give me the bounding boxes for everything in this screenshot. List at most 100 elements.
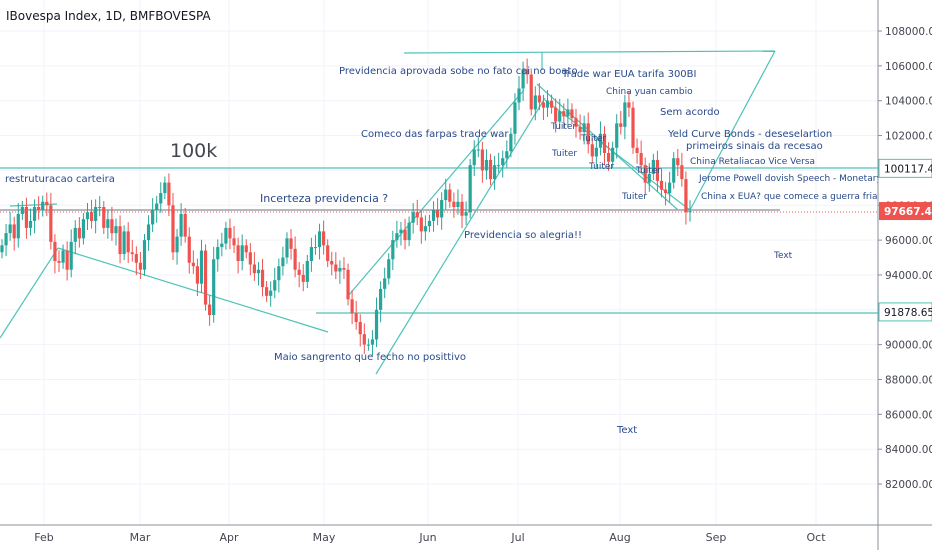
candle-body	[98, 206, 102, 208]
candle-body	[110, 219, 114, 234]
candle-body	[338, 267, 342, 272]
price-tick-label: 90000.00	[885, 340, 932, 352]
candle-body	[61, 250, 65, 263]
annotation-prev-alegria: Previdencia so alegria!!	[464, 230, 582, 241]
candle-body	[220, 243, 224, 248]
candle-body	[611, 147, 615, 162]
candle-body	[134, 254, 138, 263]
candle-body	[505, 151, 509, 159]
candle-body	[8, 224, 12, 234]
candle-body	[118, 226, 122, 255]
price-tick-label: 88000.00	[885, 375, 932, 387]
price-tick-label: 96000.00	[885, 235, 932, 247]
candle-body	[411, 212, 415, 223]
down-trend-feb-may	[57, 247, 329, 333]
candle-body	[680, 165, 684, 180]
candle-body	[399, 229, 403, 234]
candle-body	[497, 165, 501, 167]
annotation-retaliacao: China Retaliacao Vice Versa	[690, 157, 815, 167]
price-tick-label: 94000.00	[885, 270, 932, 282]
candle-body	[49, 205, 53, 242]
candle-body	[151, 210, 155, 225]
candle-body	[460, 201, 464, 216]
candle-body	[126, 231, 130, 253]
candle-body	[102, 206, 106, 228]
candle-body	[464, 212, 468, 216]
candle-body	[41, 201, 45, 211]
candle-body	[77, 227, 81, 239]
candle-body	[114, 226, 118, 234]
annotation-tuiter-4: Tuiter	[588, 162, 614, 172]
candle-body	[81, 219, 86, 239]
candle-body	[203, 250, 208, 305]
candle-body	[289, 238, 293, 249]
annotation-yeld: Yeld Curve Bonds - deseselartion	[667, 129, 832, 140]
candle-body	[89, 212, 94, 221]
price-axis-bg[interactable]	[878, 0, 932, 525]
candle-body	[362, 334, 366, 345]
candle-body	[643, 165, 647, 183]
candle-body	[688, 211, 692, 213]
candle-body	[208, 304, 212, 316]
candle-body	[574, 118, 578, 127]
candle-body	[244, 245, 248, 253]
candle-body	[53, 241, 57, 262]
candle-body	[415, 212, 419, 218]
candle-body	[379, 288, 383, 310]
candle-body	[594, 147, 598, 157]
candle-body	[419, 217, 423, 232]
annotation-maio: Maio sangrento que fecho no posittivo	[274, 352, 466, 363]
candle-body	[480, 149, 484, 171]
candle-body	[334, 264, 338, 272]
candle-body	[28, 220, 33, 228]
annotation-jerome: Jerome Powell dovish Speech - Monetary P…	[698, 174, 911, 184]
candle-body	[0, 245, 4, 253]
candle-body	[155, 203, 159, 211]
candle-body	[619, 123, 623, 127]
annotation-china-eua: China x EUA? que comece a guerra fria	[701, 192, 878, 202]
candle-body	[663, 189, 668, 194]
price-tick-label: 108000.00	[885, 26, 932, 38]
time-axis[interactable]: Feb Mar Apr May Jun Jul Aug Sep Oct	[34, 531, 826, 544]
candle-body	[252, 264, 257, 274]
candle-body	[138, 262, 143, 270]
channel-lower	[375, 97, 546, 375]
candle-body	[12, 224, 16, 239]
time-tick-label: Feb	[34, 531, 53, 544]
candle-body	[387, 259, 391, 279]
level-price-box	[878, 158, 932, 178]
candle-body	[73, 227, 77, 242]
candle-body	[615, 123, 619, 148]
candle-body	[309, 247, 313, 262]
price-tick-label: 104000.00	[885, 96, 932, 108]
candle-body	[391, 240, 395, 260]
candle-body	[533, 95, 537, 110]
candle-body	[476, 149, 480, 151]
candle-body	[509, 133, 513, 152]
candle-body	[513, 102, 517, 134]
annotation-tuiter-5: Tuiter	[635, 166, 661, 176]
annotation-incerteza: Incerteza previdencia ?	[260, 192, 388, 205]
candle-body	[232, 238, 236, 246]
candle-body	[435, 210, 440, 218]
candle-body	[423, 226, 427, 232]
time-tick-label: Aug	[609, 531, 630, 544]
candle-body	[350, 299, 354, 314]
candle-body	[651, 159, 655, 174]
candle-body	[647, 173, 651, 183]
candle-body	[20, 206, 24, 214]
candle-body	[94, 206, 98, 221]
candle-body	[529, 74, 533, 110]
annotation-text-1: Text	[773, 251, 793, 261]
time-tick-label: Jul	[510, 531, 524, 544]
candle-body	[260, 269, 265, 288]
candle-body	[602, 133, 607, 153]
candle-body	[175, 236, 179, 253]
candle-body	[354, 313, 358, 322]
candle-body	[326, 245, 330, 262]
candle-body	[545, 100, 550, 108]
candle-body	[122, 231, 126, 255]
annotation-tuiter-3: Tuiter	[551, 149, 577, 159]
